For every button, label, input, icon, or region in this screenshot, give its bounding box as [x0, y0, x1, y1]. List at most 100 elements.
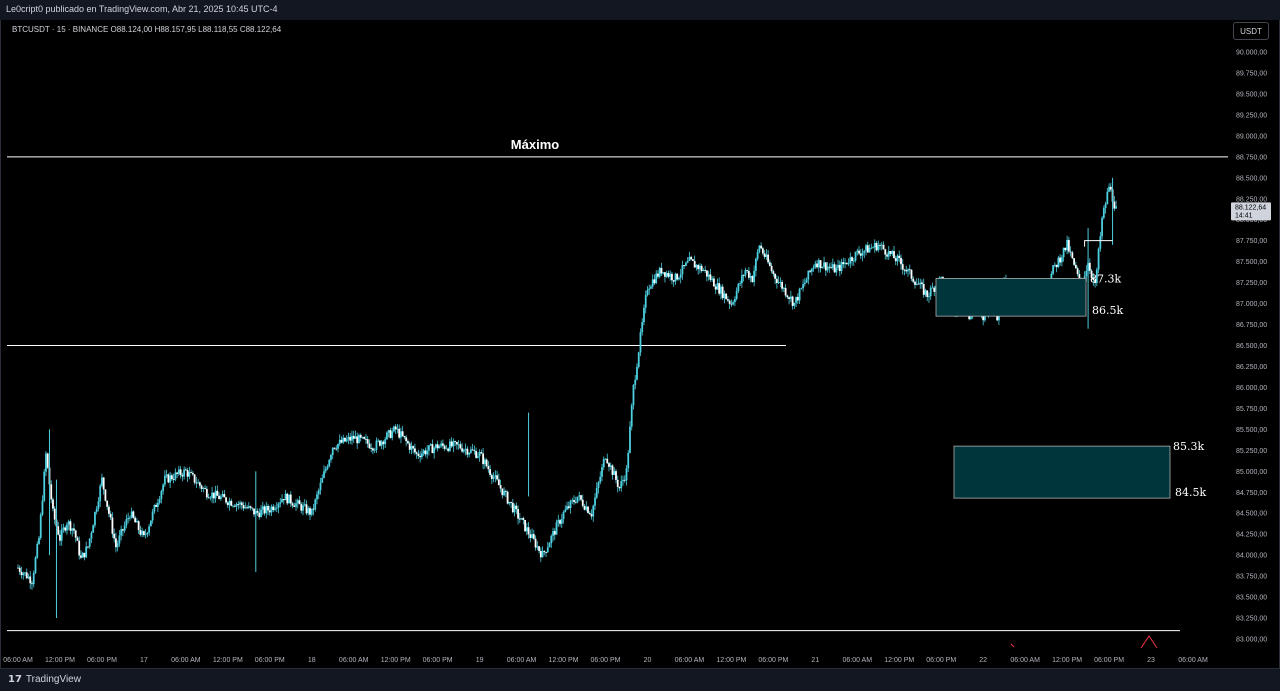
- candle-body: [351, 435, 353, 441]
- candle-body: [81, 552, 84, 558]
- candle-body: [468, 452, 471, 455]
- y-tick-label: 88.750,00: [1236, 154, 1267, 161]
- x-tick-label: 12:00 PM: [45, 657, 75, 664]
- candle-body: [345, 439, 348, 442]
- candle-body: [852, 260, 855, 262]
- candle-body: [1088, 262, 1091, 271]
- y-tick-label: 85.500,00: [1236, 427, 1267, 434]
- range-box: [1084, 240, 1113, 247]
- candle-body: [796, 296, 799, 301]
- candle-body: [632, 384, 635, 406]
- candle-body: [377, 440, 380, 442]
- candle-body: [50, 484, 53, 500]
- candle-body: [573, 500, 575, 502]
- candle-body: [443, 445, 446, 449]
- candle-body: [887, 251, 890, 257]
- candle-body: [99, 485, 102, 502]
- candle-body: [92, 525, 95, 533]
- candle-body: [721, 286, 724, 299]
- candle-body: [165, 474, 168, 476]
- tradingview-brand[interactable]: 17 TradingView: [8, 674, 81, 685]
- candle-body: [1069, 251, 1072, 253]
- candle-body: [459, 444, 462, 449]
- candle-body: [525, 527, 528, 532]
- candle-body: [873, 242, 876, 248]
- candle-body: [434, 444, 437, 448]
- candle-body: [139, 530, 142, 535]
- candle-body: [842, 262, 845, 265]
- candle-body: [414, 448, 416, 453]
- candle-body: [122, 529, 124, 531]
- candle-body: [52, 499, 54, 509]
- candle-body: [324, 468, 327, 472]
- candle-body: [747, 270, 750, 278]
- candle-body: [922, 284, 925, 295]
- candle-body: [410, 446, 413, 450]
- candle-body: [389, 430, 392, 438]
- candle-body: [643, 307, 645, 323]
- candle-body: [471, 449, 474, 451]
- candle-body: [550, 535, 553, 544]
- candle-body: [372, 448, 374, 451]
- candle-body: [863, 250, 866, 253]
- candle-body: [53, 508, 56, 520]
- candle-body: [352, 435, 355, 439]
- max-label: Máximo: [511, 137, 559, 152]
- candle-body: [1085, 270, 1088, 277]
- candle-body: [116, 543, 119, 548]
- candle-body: [830, 267, 832, 269]
- candle-body: [83, 552, 86, 558]
- candle-body: [733, 299, 736, 303]
- y-tick-label: 84.750,00: [1236, 490, 1267, 497]
- candle-body: [737, 283, 740, 291]
- x-tick-label: 12:00 PM: [549, 657, 579, 664]
- brand-name: TradingView: [25, 674, 81, 685]
- candle-body: [223, 494, 226, 498]
- candle-body: [826, 266, 829, 271]
- candle-body: [296, 500, 299, 504]
- x-tick-label: 06:00 PM: [255, 657, 285, 664]
- candle-body: [101, 477, 103, 486]
- candle-body: [80, 555, 82, 558]
- candle-body: [225, 497, 227, 503]
- candle-body: [279, 502, 282, 504]
- y-tick-label: 86.000,00: [1236, 385, 1267, 392]
- candle-body: [518, 518, 521, 520]
- zone-box: [953, 445, 1171, 499]
- candle-body: [998, 312, 1000, 321]
- candle-body: [637, 352, 640, 367]
- candle-body: [674, 273, 677, 282]
- candle-body: [24, 572, 26, 574]
- candle-body: [141, 531, 144, 535]
- candle-body: [539, 550, 542, 558]
- candle-body: [123, 525, 126, 531]
- candle-body: [562, 511, 565, 520]
- candle-body: [513, 505, 516, 513]
- candle-body: [499, 485, 502, 489]
- candle-body: [557, 520, 560, 523]
- y-tick-label: 88.250,00: [1236, 196, 1267, 203]
- candle-body: [438, 446, 441, 449]
- candle-body: [840, 262, 843, 272]
- candle-body: [849, 257, 852, 264]
- candle-body: [599, 476, 602, 483]
- candle-body: [819, 260, 822, 269]
- candle-body: [59, 534, 61, 541]
- candle-body: [548, 543, 551, 548]
- candle-body: [917, 283, 920, 285]
- candle-body: [522, 518, 525, 521]
- candle-body: [657, 273, 659, 277]
- candle-body: [546, 547, 549, 553]
- candle-body: [363, 437, 366, 439]
- candle-body: [877, 245, 880, 251]
- candle-body: [137, 521, 140, 531]
- currency-button[interactable]: USDT: [1233, 22, 1269, 40]
- y-tick-label: 83.250,00: [1236, 616, 1267, 623]
- zone-box: [935, 278, 1087, 317]
- candle-body: [186, 470, 189, 477]
- tradingview-logo-icon: 17: [8, 674, 22, 685]
- candle-body: [396, 428, 399, 430]
- candle-body: [700, 265, 703, 271]
- candle-body: [732, 302, 735, 305]
